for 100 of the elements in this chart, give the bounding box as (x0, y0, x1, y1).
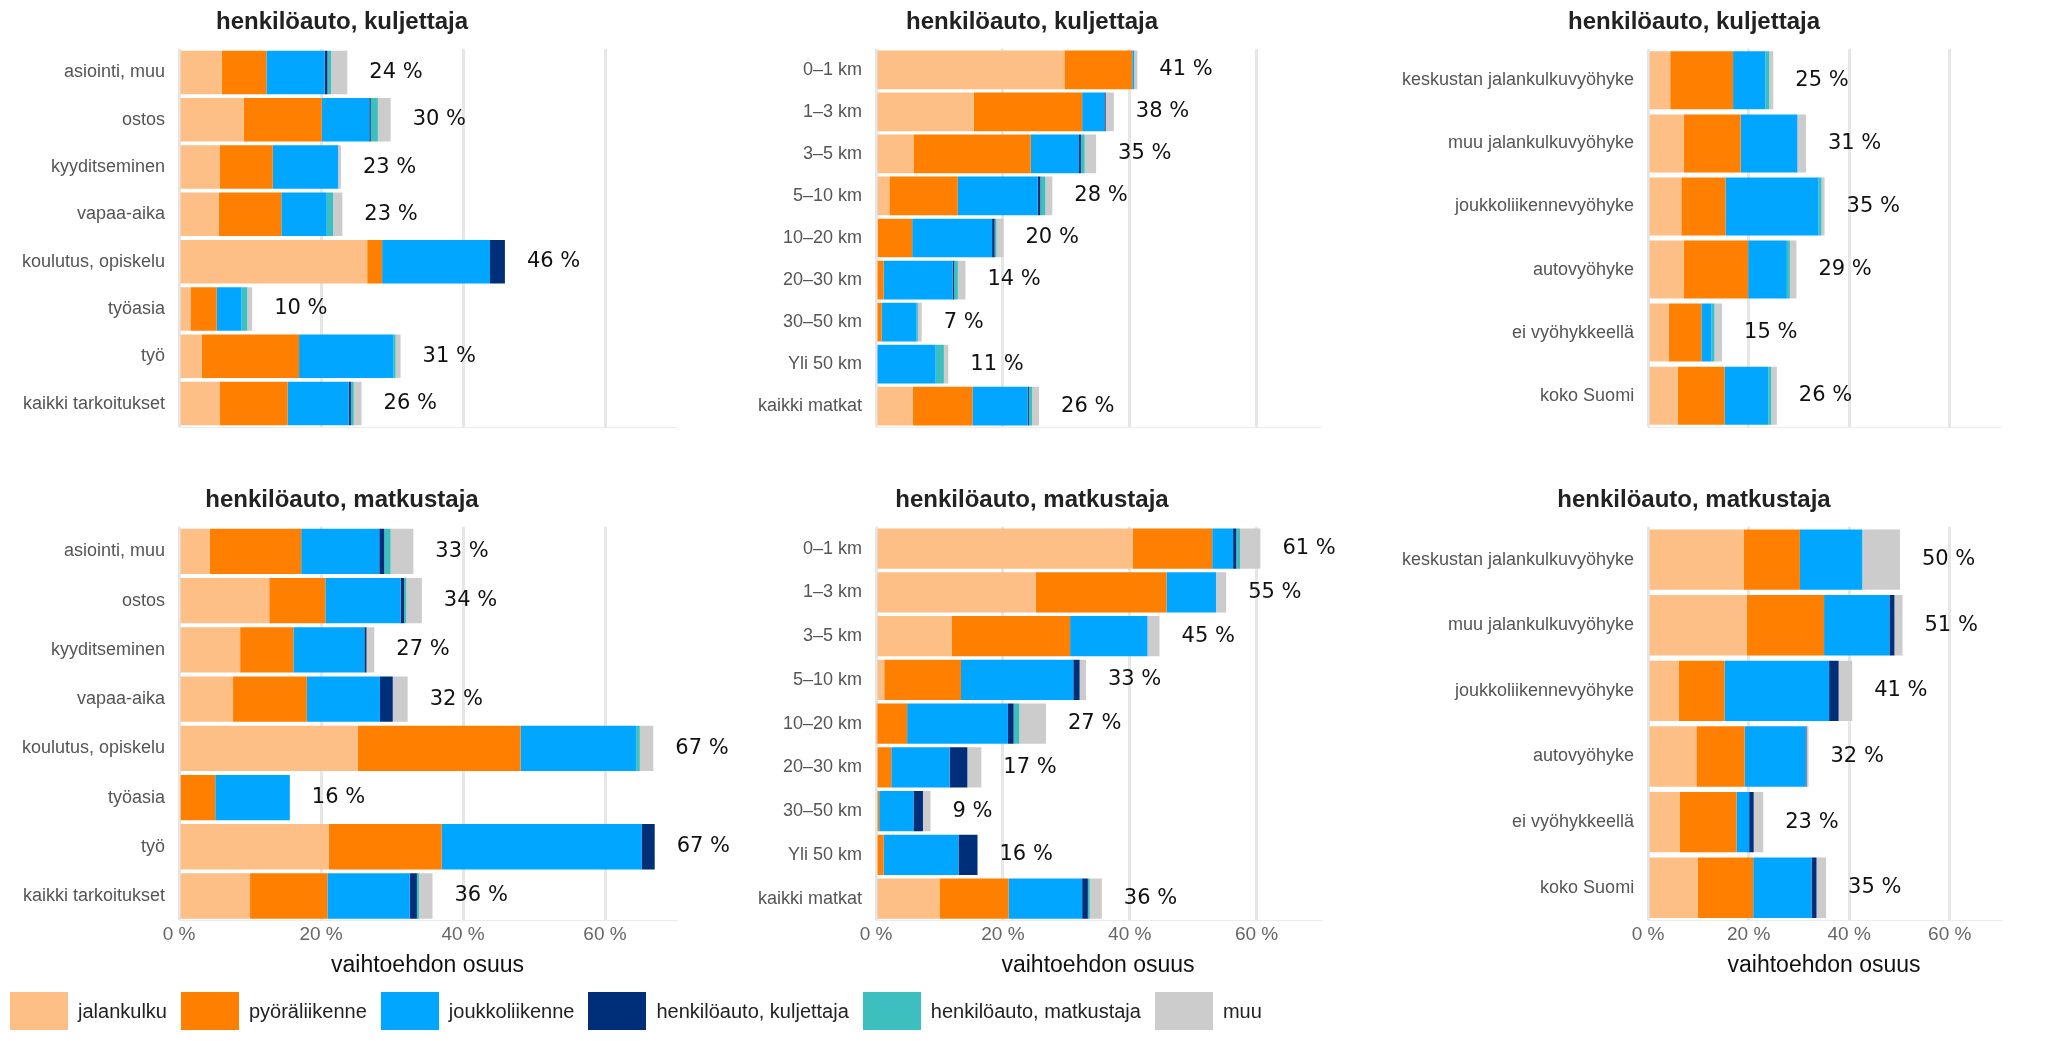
y-tick-label: kaikki tarkoitukset (23, 884, 166, 905)
total-label: 35 % (1118, 140, 1172, 165)
total-label: 61 % (1282, 535, 1336, 560)
total-label: 26 % (1061, 392, 1115, 417)
total-label: 35 % (1848, 874, 1902, 899)
legend-label: muu (1222, 999, 1262, 1023)
y-tick-label: työ (141, 345, 166, 366)
total-label: 23 % (1785, 808, 1839, 833)
y-tick-label: keskustan jalankulkuvyöhyke (1401, 69, 1635, 90)
x-tick-label: 60 % (1234, 923, 1279, 945)
y-tick-label: kaikki matkat (758, 395, 863, 416)
y-tick-label: joukkoliikennevyöhyke (1454, 679, 1635, 700)
total-label: 20 % (1025, 224, 1079, 249)
y-tick-label: muu jalankulkuvyöhyke (1448, 132, 1635, 153)
y-tick-label: 3–5 km (803, 142, 863, 163)
total-label: 46 % (526, 248, 581, 273)
total-label: 51 % (1924, 611, 1978, 636)
y-tick-label: keskustan jalankulkuvyöhyke (1401, 548, 1635, 569)
x-tick-label: 20 % (299, 923, 343, 945)
total-label: 16 % (999, 841, 1053, 866)
total-label: 10 % (274, 295, 328, 320)
total-label: 7 % (943, 308, 984, 333)
total-label: 41 % (1159, 56, 1213, 81)
legend-label: henkilöauto, matkustaja (930, 999, 1141, 1023)
y-tick-label: työasia (108, 297, 167, 318)
x-tick-label: 40 % (441, 923, 485, 945)
y-tick-label: työ (141, 835, 166, 856)
total-label: 26 % (383, 390, 437, 414)
total-label: 17 % (1003, 753, 1057, 778)
total-label: 41 % (1874, 677, 1928, 702)
y-tick-label: 10–20 km (782, 712, 863, 733)
legend-label: pyöräliikenne (248, 999, 367, 1023)
y-tick-label: ostos (122, 589, 166, 610)
y-tick-label: 5–10 km (792, 668, 863, 689)
total-label: 36 % (454, 882, 508, 907)
total-label: 15 % (1744, 319, 1798, 344)
x-tick-label: 20 % (981, 923, 1025, 945)
total-label: 33 % (1107, 666, 1162, 691)
total-label: 27 % (1068, 710, 1122, 735)
chart-title: henkilöauto, matkustaja (1557, 485, 1832, 513)
y-tick-label: koulutus, opiskelu (21, 250, 166, 271)
total-label: 14 % (987, 266, 1041, 291)
chart-title: henkilöauto, kuljettaja (1567, 7, 1821, 35)
total-label: 23 % (362, 153, 417, 178)
total-label: 29 % (1818, 255, 1872, 280)
x-tick-label: 60 % (583, 923, 627, 945)
y-tick-label: vapaa-aika (77, 203, 167, 224)
total-label: 50 % (1921, 546, 1976, 571)
y-tick-label: 3–5 km (803, 625, 863, 646)
total-label: 36 % (1123, 885, 1178, 910)
total-label: 26 % (1798, 382, 1853, 407)
total-label: 67 % (676, 833, 731, 858)
x-tick-label: 40 % (1827, 923, 1871, 945)
y-tick-label: 5–10 km (792, 184, 863, 205)
x-axis-title: vaihtoehdon osuus (1727, 950, 1921, 977)
total-label: 34 % (443, 587, 498, 612)
x-tick-label: 60 % (1928, 923, 1972, 945)
y-tick-label: 1–3 km (803, 100, 863, 121)
y-tick-label: asiointi, muu (64, 540, 166, 561)
total-label: 33 % (435, 537, 489, 562)
y-tick-label: työasia (108, 786, 167, 807)
y-tick-label: 0–1 km (803, 537, 863, 558)
x-tick-label: 40 % (1108, 923, 1152, 945)
legend-label: henkilöauto, kuljettaja (656, 999, 849, 1023)
total-label: 32 % (429, 685, 484, 710)
total-label: 38 % (1135, 98, 1190, 123)
y-tick-label: Yli 50 km (788, 353, 863, 374)
total-label: 45 % (1181, 622, 1235, 647)
y-tick-label: kaikki matkat (758, 887, 863, 908)
y-tick-label: joukkoliikennevyöhyke (1454, 195, 1635, 216)
y-tick-label: koulutus, opiskelu (21, 737, 166, 758)
y-tick-label: Yli 50 km (788, 843, 863, 864)
total-label: 25 % (1795, 66, 1849, 91)
y-tick-label: ostos (122, 108, 166, 129)
total-label: 11 % (970, 350, 1024, 375)
total-label: 27 % (396, 636, 450, 661)
x-tick-label: 0 % (1631, 923, 1665, 945)
legend-label: joukkoliikenne (448, 999, 575, 1023)
y-tick-label: 20–30 km (782, 269, 863, 290)
x-tick-label: 0 % (859, 923, 893, 945)
y-tick-label: kyyditseminen (51, 156, 166, 177)
y-tick-label: kyyditseminen (51, 638, 166, 659)
total-label: 9 % (952, 797, 993, 822)
total-label: 55 % (1248, 578, 1302, 603)
y-tick-label: autovyöhyke (1533, 258, 1635, 279)
y-tick-label: ei vyöhykkeellä (1512, 811, 1636, 832)
y-tick-label: asiointi, muu (64, 61, 166, 82)
total-label: 67 % (675, 734, 729, 759)
y-tick-label: 10–20 km (782, 226, 863, 247)
y-tick-label: 20–30 km (782, 756, 863, 777)
y-tick-label: koko Suomi (1540, 876, 1635, 897)
total-label: 24 % (369, 58, 423, 83)
total-label: 23 % (364, 200, 418, 225)
y-tick-label: kaikki tarkoitukset (23, 392, 166, 413)
chart-title: henkilöauto, matkustaja (205, 485, 480, 513)
y-tick-label: 30–50 km (782, 311, 863, 332)
total-label: 31 % (1827, 129, 1882, 154)
y-tick-label: koko Suomi (1540, 384, 1635, 405)
x-axis-title: vaihtoehdon osuus (330, 950, 525, 977)
total-label: 16 % (311, 783, 366, 808)
